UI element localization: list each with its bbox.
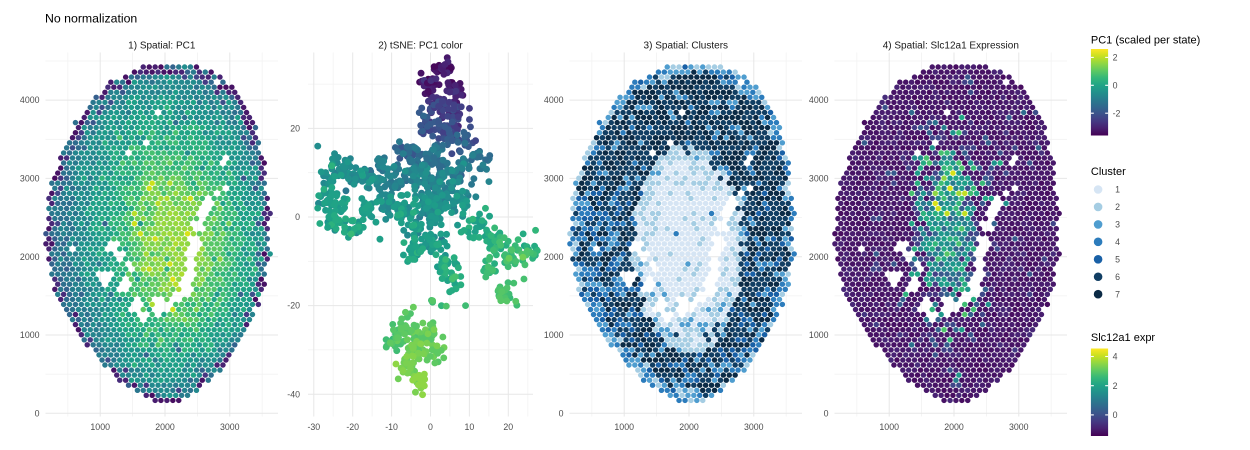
svg-text:0: 0	[559, 408, 564, 418]
svg-text:3000: 3000	[544, 174, 564, 184]
svg-text:-20: -20	[346, 422, 359, 432]
svg-text:20: 20	[503, 422, 513, 432]
svg-text:0: 0	[428, 422, 433, 432]
svg-text:20: 20	[290, 124, 300, 134]
svg-text:2000: 2000	[679, 422, 699, 432]
svg-text:3000: 3000	[1009, 422, 1029, 432]
svg-text:-30: -30	[307, 422, 320, 432]
svg-text:4000: 4000	[544, 95, 564, 105]
svg-text:2: 2	[1115, 202, 1120, 212]
svg-text:-10: -10	[385, 422, 398, 432]
svg-text:3) Spatial: Clusters: 3) Spatial: Clusters	[644, 41, 728, 52]
svg-text:No normalization: No normalization	[45, 12, 137, 26]
svg-text:0: 0	[35, 408, 40, 418]
svg-text:0: 0	[824, 408, 829, 418]
svg-text:PC1 (scaled per state): PC1 (scaled per state)	[1091, 34, 1200, 46]
svg-text:2000: 2000	[155, 422, 175, 432]
svg-text:7: 7	[1115, 289, 1120, 299]
svg-text:2000: 2000	[544, 252, 564, 262]
svg-text:-2: -2	[1113, 108, 1121, 118]
svg-text:6: 6	[1115, 272, 1120, 282]
svg-text:0: 0	[1113, 80, 1118, 90]
svg-text:1: 1	[1115, 185, 1120, 195]
svg-text:1000: 1000	[879, 422, 899, 432]
svg-text:1000: 1000	[809, 330, 829, 340]
svg-text:4000: 4000	[20, 95, 40, 105]
svg-text:2000: 2000	[944, 422, 964, 432]
svg-text:2: 2	[1113, 53, 1118, 63]
svg-text:Slc12a1 expr: Slc12a1 expr	[1091, 332, 1156, 344]
svg-text:3000: 3000	[220, 422, 240, 432]
svg-text:3: 3	[1115, 220, 1120, 230]
svg-text:1000: 1000	[20, 330, 40, 340]
svg-text:4: 4	[1115, 237, 1120, 247]
svg-text:4) Spatial: Slc12a1 Expression: 4) Spatial: Slc12a1 Expression	[883, 41, 1019, 52]
svg-text:Cluster: Cluster	[1091, 166, 1126, 178]
svg-text:5: 5	[1115, 254, 1120, 264]
svg-text:2000: 2000	[20, 252, 40, 262]
svg-text:0: 0	[295, 212, 300, 222]
svg-text:3000: 3000	[744, 422, 764, 432]
svg-text:1000: 1000	[614, 422, 634, 432]
svg-text:3000: 3000	[809, 174, 829, 184]
svg-text:1000: 1000	[544, 330, 564, 340]
svg-text:4000: 4000	[809, 95, 829, 105]
svg-text:1) Spatial: PC1: 1) Spatial: PC1	[128, 41, 196, 52]
svg-text:2: 2	[1113, 381, 1118, 391]
svg-text:0: 0	[1113, 410, 1118, 420]
svg-text:3000: 3000	[20, 174, 40, 184]
svg-text:-40: -40	[287, 389, 300, 399]
svg-text:2000: 2000	[809, 252, 829, 262]
svg-text:-20: -20	[287, 301, 300, 311]
svg-text:1000: 1000	[90, 422, 110, 432]
svg-text:10: 10	[465, 422, 475, 432]
svg-text:2) tSNE: PC1 color: 2) tSNE: PC1 color	[378, 41, 463, 52]
svg-text:4: 4	[1113, 352, 1118, 362]
